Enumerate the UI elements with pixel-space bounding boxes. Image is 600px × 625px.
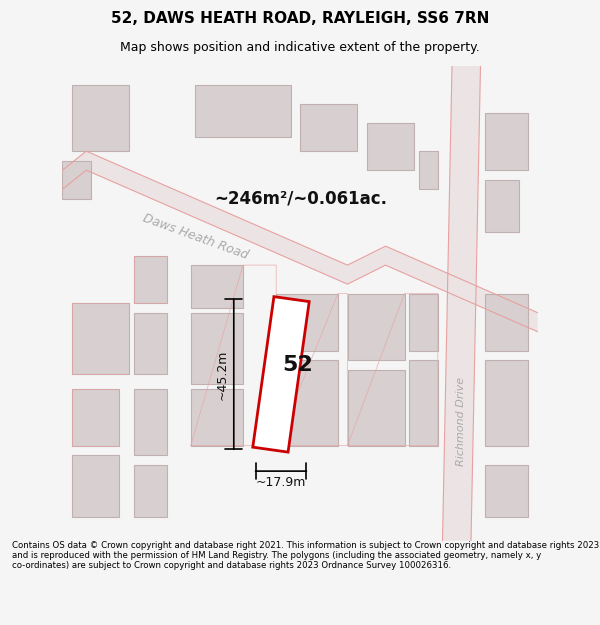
Polygon shape	[409, 360, 438, 446]
Polygon shape	[134, 256, 167, 303]
Polygon shape	[485, 294, 528, 351]
Polygon shape	[72, 389, 119, 446]
Polygon shape	[419, 151, 438, 189]
Polygon shape	[134, 464, 167, 517]
Polygon shape	[253, 297, 309, 452]
Polygon shape	[347, 369, 404, 446]
Text: ~17.9m: ~17.9m	[256, 476, 306, 489]
Polygon shape	[72, 84, 129, 151]
Polygon shape	[191, 389, 243, 446]
Text: ~45.2m: ~45.2m	[215, 349, 229, 399]
Text: ~246m²/~0.061ac.: ~246m²/~0.061ac.	[215, 189, 388, 208]
Text: Map shows position and indicative extent of the property.: Map shows position and indicative extent…	[120, 41, 480, 54]
Polygon shape	[276, 294, 338, 351]
Polygon shape	[134, 389, 167, 455]
Polygon shape	[276, 360, 338, 446]
Polygon shape	[347, 294, 404, 360]
Text: 52, DAWS HEATH ROAD, RAYLEIGH, SS6 7RN: 52, DAWS HEATH ROAD, RAYLEIGH, SS6 7RN	[111, 11, 489, 26]
Text: Contains OS data © Crown copyright and database right 2021. This information is : Contains OS data © Crown copyright and d…	[12, 541, 599, 571]
Polygon shape	[62, 151, 538, 332]
Polygon shape	[196, 84, 290, 137]
Polygon shape	[191, 265, 243, 308]
Polygon shape	[443, 66, 481, 541]
Polygon shape	[409, 294, 438, 351]
Polygon shape	[72, 303, 129, 374]
Polygon shape	[485, 113, 528, 170]
Polygon shape	[485, 179, 518, 232]
Polygon shape	[62, 161, 91, 199]
Polygon shape	[134, 312, 167, 374]
Polygon shape	[485, 464, 528, 517]
Polygon shape	[72, 455, 119, 517]
Polygon shape	[300, 104, 357, 151]
Polygon shape	[191, 312, 243, 384]
Text: Daws Heath Road: Daws Heath Road	[141, 211, 250, 262]
Text: 52: 52	[282, 355, 313, 375]
Polygon shape	[367, 122, 414, 170]
Polygon shape	[485, 360, 528, 446]
Text: Richmond Drive: Richmond Drive	[457, 378, 467, 466]
